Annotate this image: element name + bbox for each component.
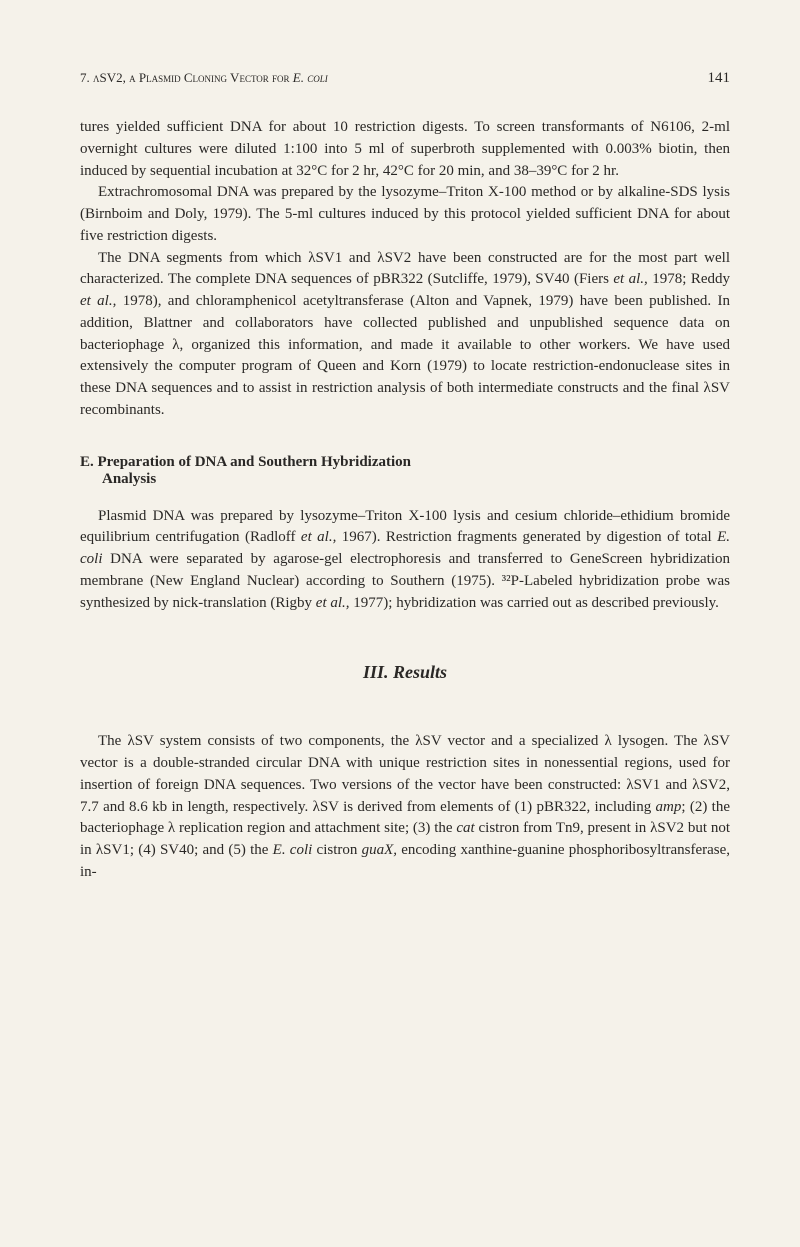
chapter-reference: 7. λSV2, a Plasmid Cloning Vector for E.… <box>80 70 328 87</box>
page-number: 141 <box>708 70 731 87</box>
text-run: cistron <box>312 842 361 858</box>
text-run: 1978), and chloramphenicol acetyltransfe… <box>80 293 730 418</box>
text-run-italic: et al., <box>301 529 336 545</box>
text-run-italic: et al., <box>80 293 116 309</box>
text-run-italic: amp <box>656 799 682 815</box>
text-run-italic: cat <box>456 820 474 836</box>
body-paragraph-1: tures yielded sufficient DNA for about 1… <box>80 117 730 182</box>
body-paragraph-2: Extrachromosomal DNA was prepared by the… <box>80 182 730 247</box>
body-paragraph-3: The DNA segments from which λSV1 and λSV… <box>80 248 730 422</box>
text-run: 1977); hybridization was carried out as … <box>350 595 719 611</box>
results-heading: III. Results <box>80 662 730 683</box>
text-run: 1967). Restriction fragments generated b… <box>336 529 717 545</box>
text-run-italic: et al., <box>613 271 647 287</box>
section-e-paragraph: Plasmid DNA was prepared by lysozyme–Tri… <box>80 506 730 615</box>
chapter-text-italic: E. coli <box>293 70 328 85</box>
page-header: 7. λSV2, a Plasmid Cloning Vector for E.… <box>80 70 730 87</box>
text-run: The λSV system consists of two component… <box>80 733 730 814</box>
text-run-italic: et al., <box>316 595 350 611</box>
results-paragraph: The λSV system consists of two component… <box>80 731 730 883</box>
section-e-heading: E. Preparation of DNA and Southern Hybri… <box>80 454 730 488</box>
text-run-italic: E. coli <box>273 842 313 858</box>
text-run: 1978; Reddy <box>648 271 730 287</box>
heading-line-2: Analysis <box>80 471 730 488</box>
chapter-text: 7. λSV2, a Plasmid Cloning Vector for <box>80 70 290 85</box>
heading-line-1: E. Preparation of DNA and Southern Hybri… <box>80 454 730 471</box>
text-run-italic: guaX, <box>362 842 397 858</box>
